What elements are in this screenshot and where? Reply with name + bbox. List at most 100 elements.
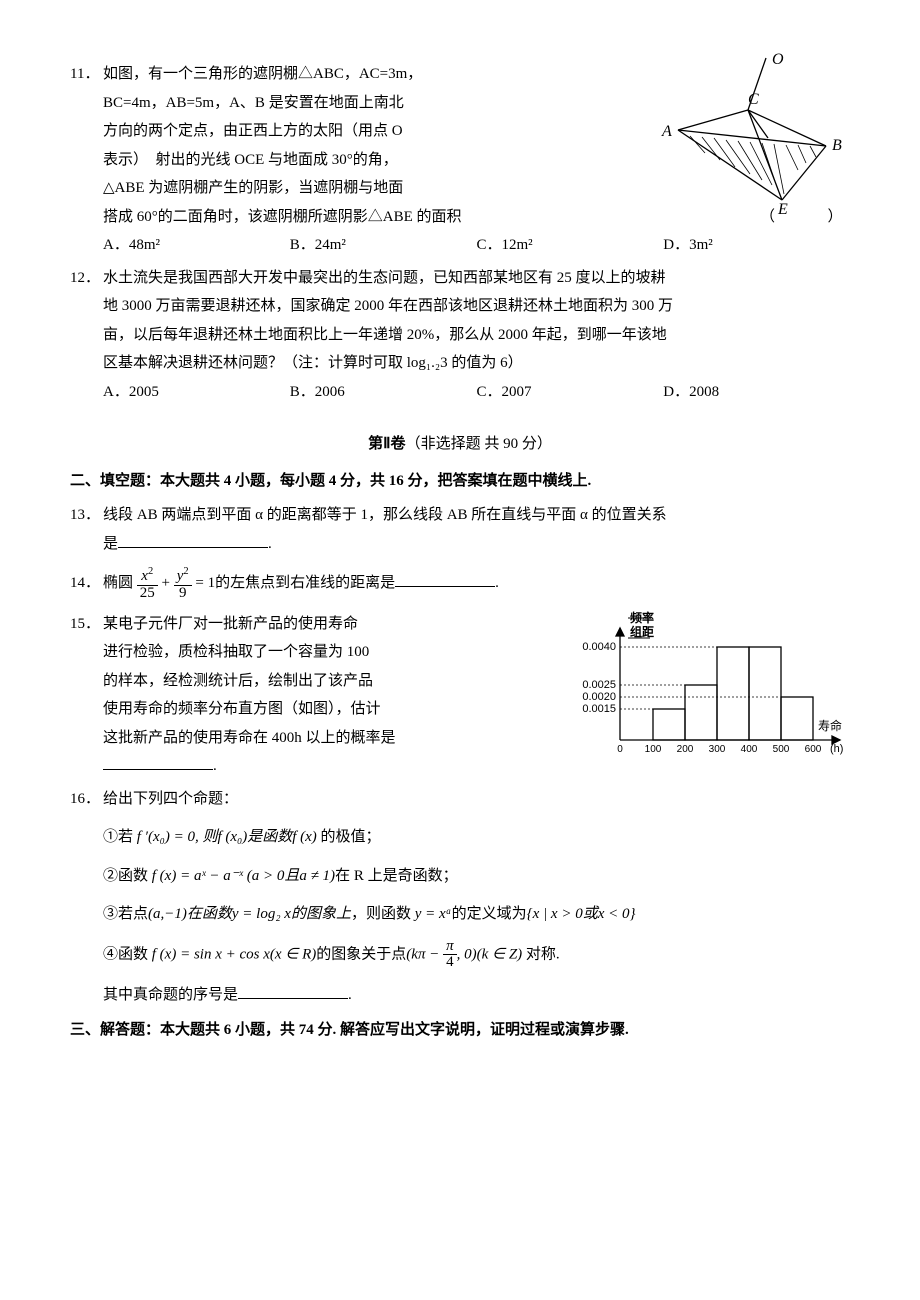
q16-p4-frac: π4 [443, 939, 457, 972]
q14-number: 14． [70, 569, 103, 598]
question-11: O C A B E 11．如图，有一个三角形的遮阴棚△ABC，AC=3m， BC… [70, 60, 850, 260]
q14-frac2: y29 [174, 566, 192, 602]
q14-eq: = 1 [195, 575, 215, 591]
q12-line-2: 亩，以后每年退耕还林土地面积比上一年递增 20%，那么从 2000 年起，到哪一… [70, 321, 850, 350]
xtick-1: 100 [645, 744, 662, 755]
xtick-2: 200 [677, 744, 694, 755]
q15-end: . [213, 758, 217, 774]
q16-tail-post: . [348, 987, 352, 1003]
q12-line-1: 地 3000 万亩需要退耕还林，国家确定 2000 年在西部该地区退耕还林土地面… [70, 292, 850, 321]
q16-p3-mid: ，则函数 [351, 906, 415, 922]
q16-blank [238, 998, 348, 999]
q16-p4-pre: ④函数 [103, 946, 152, 962]
q11-label-c: C [748, 91, 759, 108]
q13-number: 13． [70, 501, 103, 530]
hist-xunit: 寿命 [818, 718, 842, 733]
q13-line-2-post: . [268, 536, 272, 552]
q14-y2: 2 [183, 566, 188, 577]
q11-label-o: O [772, 51, 784, 68]
q11-opt-d: D．3m² [663, 231, 850, 260]
q12-opt-a: A．2005 [103, 378, 290, 407]
question-14: 14．椭圆 x225 + y29 = 1的左焦点到右准线的距离是. [70, 566, 850, 602]
q13-blank [118, 547, 268, 548]
q12-line-0: 水土流失是我国西部大开发中最突出的生态问题，已知西部某地区有 25 度以上的坡耕 [103, 270, 666, 286]
q15-number: 15． [70, 610, 103, 639]
q16-intro: 给出下列四个命题： [103, 791, 238, 807]
q16-p2-post: 在 R 上是奇函数； [335, 868, 458, 884]
q13-line-1: 线段 AB 两端点到平面 α 的距离都等于 1，那么线段 AB 所在直线与平面 … [103, 507, 667, 523]
q16-number: 16． [70, 785, 103, 814]
hist-xunit2: (h) [830, 743, 843, 755]
q16-p2: ②函数 f (x) = aˣ − a⁻ˣ (a > 0且a ≠ 1)在 R 上是… [70, 862, 850, 891]
q16-p3-post: 的定义域为 [452, 906, 527, 922]
q11-label-b: B [832, 137, 842, 154]
q16-p2-m: f (x) = aˣ − a⁻ˣ (a > 0且a ≠ 1) [152, 868, 335, 884]
hist-ylab2: 组距 [630, 624, 654, 639]
xtick-4: 400 [741, 744, 758, 755]
q11-figure: O C A B E [650, 50, 850, 226]
q14-d1: 25 [137, 586, 158, 602]
q12-line-3: 区基本解决退耕还林问题？（注：计算时可取 log₁.₂3 的值为 6） [70, 349, 850, 378]
q14-end: . [495, 575, 499, 591]
q15-line-0: 某电子元件厂对一批新产品的使用寿命 [103, 616, 358, 632]
q16-p2-pre: ②函数 [103, 868, 152, 884]
xtick-3: 300 [709, 744, 726, 755]
q16-p1: ①若 f ′(x₀) = 0, 则f (x₀)是函数f (x) 的极值； [70, 823, 850, 852]
q14-plus: + [162, 575, 174, 591]
q16-p3: ③若点(a,−1)在函数y = log₂ x的图象上，则函数 y = xᵃ的定义… [70, 900, 850, 929]
q11-opt-c: C．12m² [477, 231, 664, 260]
q15-blank [103, 769, 213, 770]
q12-opt-d: D．2008 [663, 378, 850, 407]
question-12: 12．水土流失是我国西部大开发中最突出的生态问题，已知西部某地区有 25 度以上… [70, 264, 850, 407]
q11-label-a: A [661, 123, 672, 140]
q14-pre: 椭圆 [103, 575, 137, 591]
ytick-0: 0.0040 [582, 641, 616, 653]
section-2-rest: （非选择题 共 90 分） [406, 436, 552, 452]
solve-heading: 三、解答题：本大题共 6 小题，共 74 分. 解答应写出文字说明，证明过程或演… [70, 1016, 850, 1045]
q16-p4-4: 4 [443, 955, 457, 971]
q16-p4-mid: 的图象关于点 [316, 946, 406, 962]
q14-d2: 9 [174, 586, 192, 602]
q16-p4-pi: π [443, 939, 457, 956]
q12-opt-b: B．2006 [290, 378, 477, 407]
q16-p4: ④函数 f (x) = sin x + cos x(x ∈ R)的图象关于点(k… [70, 939, 850, 972]
ytick-2: 0.0020 [582, 691, 616, 703]
q16-p3-pre: ③若点 [103, 906, 148, 922]
xtick-0: 0 [617, 744, 623, 755]
q16-p1-m: f ′(x₀) = 0, 则f (x₀)是函数f (x) [137, 829, 317, 845]
section-2-bold: 第Ⅱ卷 [368, 436, 405, 452]
q16-p3-m2: y = xᵃ [415, 906, 452, 922]
q11-line-0: 如图，有一个三角形的遮阴棚△ABC，AC=3m， [103, 66, 422, 82]
q14-frac1: x2 25 [137, 566, 158, 602]
q11-number: 11． [70, 60, 103, 89]
q11-label-e: E [777, 201, 788, 215]
q16-p3-m1: (a,−1)在函数y = log₂ x的图象上 [148, 906, 351, 922]
q16-p3-set: {x | x > 0或x < 0} [527, 906, 636, 922]
q11-line-5: 搭成 60°的二面角时，该遮阴棚所遮阴影△ABE 的面积 [103, 209, 462, 225]
ytick-3: 0.0015 [582, 703, 616, 715]
q16-tail-pre: 其中真命题的序号是 [103, 987, 238, 1003]
q14-post: 的左焦点到右准线的距离是 [215, 575, 395, 591]
q14-x: x [141, 568, 148, 584]
question-15: 频率 组距 0.0040 0.0025 0.0020 0.0015 [70, 610, 850, 781]
q15-figure: 频率 组距 0.0040 0.0025 0.0020 0.0015 [550, 610, 850, 781]
q16-p4-rp: , 0)(k ∈ Z) [457, 946, 523, 962]
xtick-5: 500 [773, 744, 790, 755]
q16-p4-m1: f (x) = sin x + cos x(x ∈ R) [152, 946, 317, 962]
section-2-title: 第Ⅱ卷（非选择题 共 90 分） [70, 430, 850, 459]
q16-p4-post: 对称. [522, 946, 560, 962]
question-13: 13．线段 AB 两端点到平面 α 的距离都等于 1，那么线段 AB 所在直线与… [70, 501, 850, 558]
ytick-1: 0.0025 [582, 679, 616, 691]
xtick-6: 600 [805, 744, 822, 755]
q16-p1-post: 的极值； [317, 829, 381, 845]
q11-opt-a: A．48m² [103, 231, 290, 260]
fill-heading: 二、填空题：本大题共 4 小题，每小题 4 分，共 16 分，把答案填在题中横线… [70, 467, 850, 496]
q12-number: 12． [70, 264, 103, 293]
q13-line-2-pre: 是 [103, 536, 118, 552]
q14-x2: 2 [148, 566, 153, 577]
q12-opt-c: C．2007 [477, 378, 664, 407]
q16-p1-pre: ①若 [103, 829, 137, 845]
q16-p4-lp: (kπ − [406, 946, 443, 962]
q14-blank [395, 586, 495, 587]
q11-opt-b: B．24m² [290, 231, 477, 260]
